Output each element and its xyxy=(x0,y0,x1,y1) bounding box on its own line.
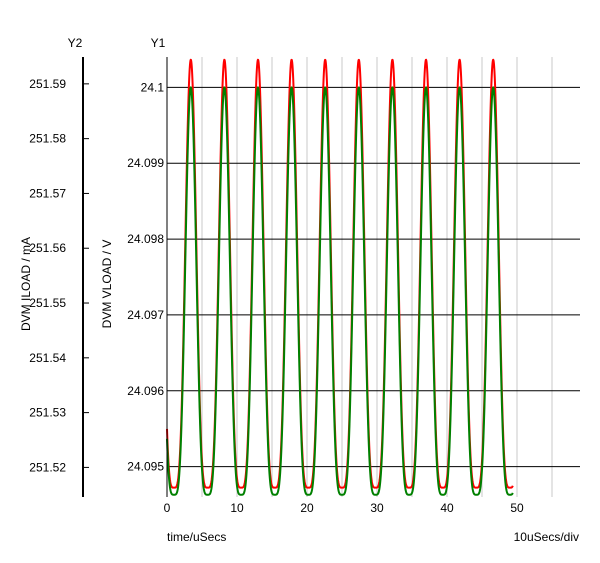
axes: 251.52 251.53 251.54 251.55 251.56 251.57 251.… xyxy=(29,57,524,515)
y1-tick-label: 24.1 xyxy=(141,80,165,94)
y2-tick-label: 251.52 xyxy=(29,460,66,474)
x-tick-label: 30 xyxy=(370,501,384,515)
y2-tick-label: 251.57 xyxy=(29,186,66,200)
y1-axis-title: DVM VLOAD / V xyxy=(100,240,114,329)
x-tick-label: 40 xyxy=(440,501,454,515)
y2-tick-label: 251.54 xyxy=(29,351,66,365)
y1-tick-label: 24.096 xyxy=(127,384,164,398)
x-tick-label: 20 xyxy=(300,501,314,515)
plot-area xyxy=(166,58,514,496)
y2-tick-label: 251.53 xyxy=(29,406,66,420)
y1-tick-label: 24.095 xyxy=(127,460,164,474)
y1-axis-header: Y1 xyxy=(151,36,166,50)
x-tick-label: 10 xyxy=(230,501,244,515)
y2-tick-label: 251.56 xyxy=(29,241,66,255)
y2-tick-label: 251.59 xyxy=(29,77,66,91)
series-line-2 xyxy=(166,86,514,496)
y2-axis-header: Y2 xyxy=(68,36,83,50)
y2-tick-label: 251.55 xyxy=(29,296,66,310)
y2-tick-label: 251.58 xyxy=(29,132,66,146)
x-tick-label: 0 xyxy=(164,501,171,515)
x-axis-scale-label: 10uSecs/div xyxy=(514,530,579,544)
y1-tick-label: 24.098 xyxy=(127,232,164,246)
x-axis-title: time/uSecs xyxy=(167,530,226,544)
y1-tick-label: 24.099 xyxy=(127,156,164,170)
grid xyxy=(166,57,580,497)
x-tick-label: 50 xyxy=(510,501,524,515)
y2-axis-title: DVM ILOAD / mA xyxy=(19,237,33,331)
y1-tick-label: 24.097 xyxy=(127,308,164,322)
